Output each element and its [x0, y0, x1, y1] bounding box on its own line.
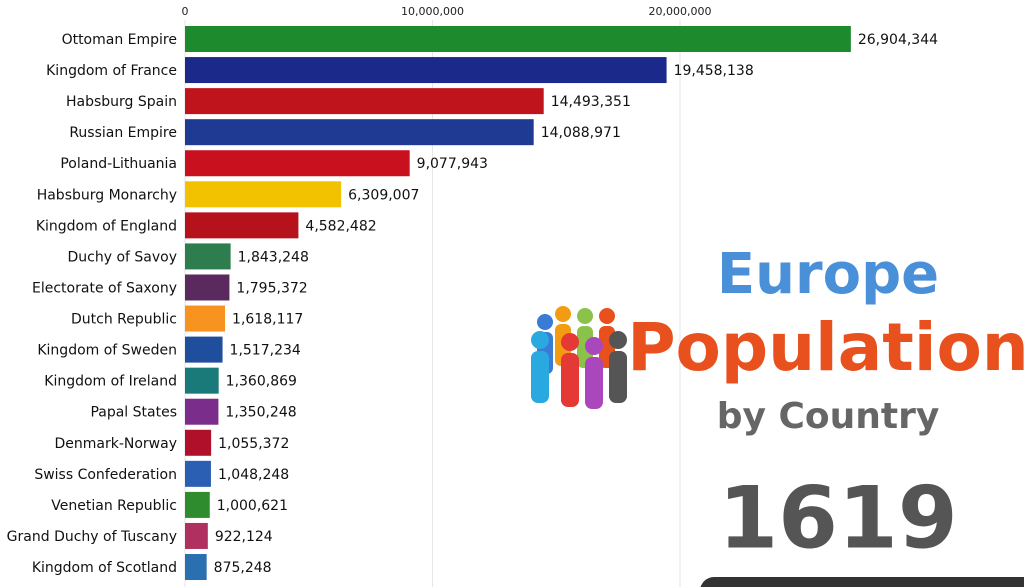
category-label: Kingdom of Ireland — [44, 374, 177, 390]
bar — [185, 243, 231, 270]
category-label: Grand Duchy of Tuscany — [7, 529, 177, 545]
category-label: Poland-Lithuania — [60, 156, 177, 172]
bar — [185, 88, 544, 115]
x-tick-label: 10,000,000 — [401, 5, 464, 18]
category-label: Venetian Republic — [51, 498, 177, 514]
bar — [185, 119, 534, 146]
value-label: 875,248 — [214, 560, 272, 576]
value-label: 1,055,372 — [218, 436, 289, 452]
bar — [185, 429, 212, 456]
bar — [185, 367, 219, 394]
annotation: Europe — [717, 242, 939, 307]
value-label: 4,582,482 — [305, 218, 376, 234]
category-label: Russian Empire — [69, 125, 177, 141]
bar — [185, 554, 207, 581]
category-label: Habsburg Monarchy — [37, 187, 177, 203]
value-label: 9,077,943 — [417, 156, 488, 172]
value-label: 1,350,248 — [225, 405, 296, 421]
value-label: 1,360,869 — [226, 374, 297, 390]
bar — [185, 274, 230, 301]
people-icon — [531, 306, 627, 409]
value-label: 26,904,344 — [858, 32, 938, 48]
bottom-panel — [700, 577, 1024, 587]
value-label: 6,309,007 — [348, 187, 419, 203]
bar — [185, 26, 851, 52]
bar — [185, 150, 410, 177]
bar — [185, 460, 211, 487]
bar — [185, 336, 223, 363]
bar — [185, 398, 219, 425]
bar — [185, 212, 299, 239]
category-label: Habsburg Spain — [66, 94, 177, 110]
x-tick-label: 0 — [182, 5, 189, 18]
value-label: 1,517,234 — [230, 343, 301, 359]
annotation: 1619 — [718, 468, 957, 568]
value-label: 1,843,248 — [238, 249, 309, 265]
bar — [185, 305, 226, 332]
value-label: 14,493,351 — [551, 94, 631, 110]
bar — [185, 491, 210, 518]
category-label: Dutch Republic — [71, 312, 177, 328]
category-label: Duchy of Savoy — [67, 249, 177, 265]
category-label: Papal States — [90, 405, 177, 421]
value-label: 1,795,372 — [236, 280, 307, 296]
category-label: Kingdom of Scotland — [32, 560, 177, 576]
category-label: Swiss Confederation — [34, 467, 177, 483]
category-label: Electorate of Saxony — [32, 280, 177, 296]
value-label: 1,048,248 — [218, 467, 289, 483]
value-label: 922,124 — [215, 529, 273, 545]
value-label: 1,618,117 — [232, 312, 303, 328]
value-label: 1,000,621 — [217, 498, 288, 514]
bar — [185, 522, 208, 549]
annotation: Population — [627, 309, 1024, 386]
category-label: Kingdom of France — [46, 63, 177, 79]
bar — [185, 57, 667, 84]
category-label: Kingdom of England — [36, 218, 177, 234]
category-label: Ottoman Empire — [62, 32, 177, 48]
category-label: Denmark-Norway — [54, 436, 177, 452]
plot: 0 10,000,000 20,000,000 Ottoman Empire 26,90… — [7, 5, 938, 587]
bar — [185, 181, 342, 208]
category-label: Kingdom of Sweden — [37, 343, 177, 359]
value-label: 19,458,138 — [674, 63, 754, 79]
x-tick-label: 20,000,000 — [648, 5, 711, 18]
annotation: by Country — [717, 396, 940, 437]
value-label: 14,088,971 — [541, 125, 621, 141]
